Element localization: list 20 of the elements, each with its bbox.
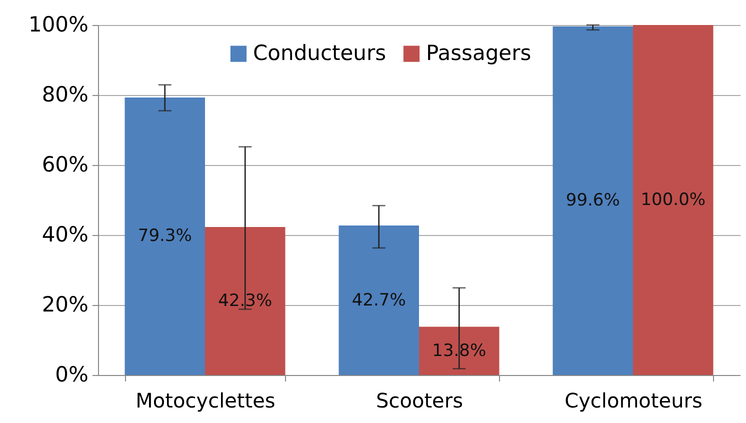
- legend-label: Conducteurs: [253, 40, 386, 65]
- data-label: 42.7%: [352, 290, 406, 310]
- bar: [338, 226, 419, 375]
- bar: [205, 226, 286, 375]
- y-tick-label: 20%: [42, 292, 88, 316]
- bar: [552, 26, 633, 375]
- bar: [124, 97, 205, 375]
- x-tick-label: Motocyclettes: [136, 388, 276, 412]
- y-tick-label: 0%: [55, 362, 88, 386]
- y-tick-label: 60%: [42, 152, 88, 176]
- data-label: 79.3%: [138, 226, 192, 246]
- data-label: 100.0%: [640, 190, 706, 210]
- legend-label: Passagers: [426, 40, 532, 65]
- x-tick-label: Cyclomoteurs: [564, 388, 702, 412]
- y-tick-label: 100%: [28, 12, 88, 36]
- bar: [633, 25, 714, 375]
- y-tick-label: 40%: [42, 222, 88, 246]
- data-label: 99.6%: [566, 190, 620, 211]
- x-tick-label: Scooters: [376, 388, 463, 412]
- y-tick-label: 80%: [42, 82, 88, 106]
